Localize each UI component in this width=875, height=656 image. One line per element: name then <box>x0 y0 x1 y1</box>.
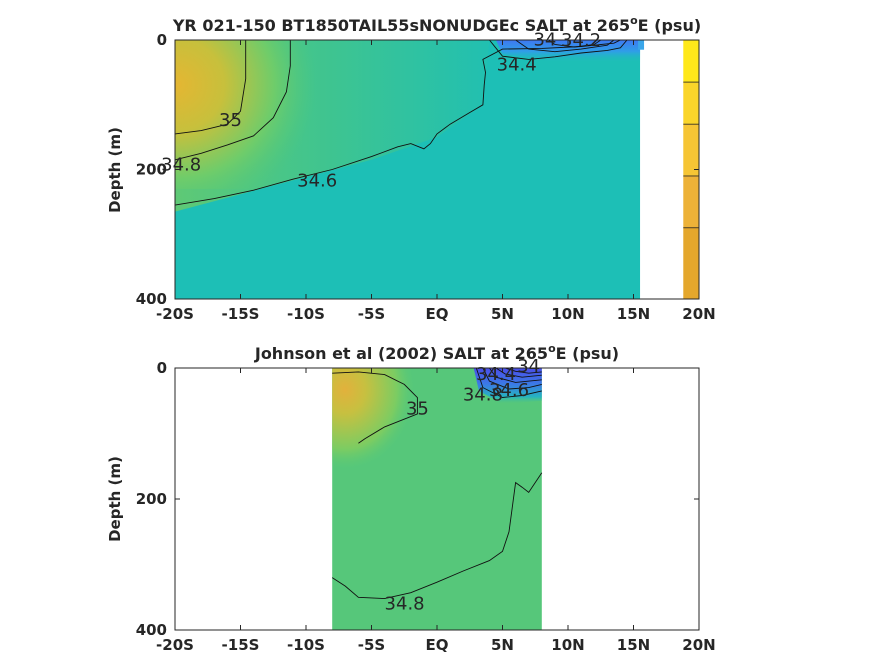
bottom-y-axis: 0 200 400 <box>136 359 699 639</box>
top-strip-segment <box>683 124 699 176</box>
bottom-title-degree: o <box>548 342 556 355</box>
top-contour-label: 35 <box>219 110 242 131</box>
bottom-contour-34-6 <box>482 368 542 390</box>
top-y-tick-label: 0 <box>157 31 167 49</box>
top-x-tick-label: -15S <box>222 305 260 323</box>
top-contour-34-2 <box>515 40 615 53</box>
bottom-contour-34-8 <box>475 368 542 398</box>
top-x-tick-label: -10S <box>287 305 325 323</box>
top-strip-segment <box>683 40 699 83</box>
top-contour-35 <box>175 40 247 135</box>
bottom-x-axis: -20S -15S -10S -5S EQ 5N 10N 15N 20N <box>156 368 716 654</box>
bottom-contour-label: 34.4 <box>476 364 516 385</box>
bottom-contour-lines <box>331 368 543 600</box>
bottom-contour-34-4 <box>489 368 542 383</box>
bottom-field-high <box>332 368 458 513</box>
top-x-tick-label: -20S <box>156 305 194 323</box>
bottom-contour-34 <box>504 368 542 374</box>
top-strip-segment <box>683 227 699 299</box>
bottom-x-tick-label: -10S <box>287 636 325 654</box>
top-field-notch <box>638 40 645 50</box>
bottom-contour-34-8 <box>331 472 543 600</box>
top-contour-34 <box>548 40 602 48</box>
bottom-x-tick-label: 5N <box>491 636 514 654</box>
top-contour-lines <box>175 40 628 206</box>
bottom-chart-title: Johnson et al (2002) SALT at 265oE (psu) <box>254 342 619 363</box>
top-y-axis: 0 200 400 <box>136 31 699 308</box>
top-contour-label: 34.4 <box>497 54 537 75</box>
top-y-axis-label: Depth (m) <box>106 127 124 213</box>
bottom-contour-label: 34 <box>517 356 540 377</box>
bottom-contour-label: 34.6 <box>489 380 529 401</box>
bottom-y-tick-label: 0 <box>157 359 167 377</box>
top-title-suffix: E (psu) <box>638 16 702 35</box>
bottom-contour-label: 34.8 <box>463 385 503 406</box>
top-contour-34-8 <box>175 40 291 161</box>
top-x-tick-label: 15N <box>617 305 650 323</box>
top-title-degree: o <box>630 14 638 27</box>
top-y-tick-label: 400 <box>136 290 167 308</box>
top-contour-label: 34.6 <box>297 171 337 192</box>
bottom-y-axis-label: Depth (m) <box>106 456 124 542</box>
top-x-axis: -20S -15S -10S -5S EQ 5N 10N 15N 20N <box>156 40 716 323</box>
bottom-salinity-field <box>332 368 542 630</box>
top-contour-label: 34.8 <box>161 154 201 175</box>
top-x-tick-label: 20N <box>682 305 715 323</box>
bottom-y-tick-label: 200 <box>136 490 167 508</box>
top-colorbar-strip <box>683 40 699 299</box>
bottom-x-tick-label: 20N <box>682 636 715 654</box>
top-x-tick-label: EQ <box>426 305 449 323</box>
top-contour-34-6 <box>175 40 621 206</box>
top-field-high <box>175 40 333 189</box>
top-contour-label: 34.2 <box>561 30 601 51</box>
bottom-contour-34-2 <box>495 368 542 378</box>
bottom-x-tick-label: EQ <box>426 636 449 654</box>
bottom-x-tick-label: 10N <box>551 636 584 654</box>
bottom-contour-label: 35 <box>406 399 429 420</box>
bottom-x-tick-label: -5S <box>358 636 385 654</box>
top-strip-segment <box>683 175 699 228</box>
bottom-title-suffix: E (psu) <box>556 344 620 363</box>
bottom-y-tick-label: 400 <box>136 621 167 639</box>
top-x-tick-label: -5S <box>358 305 385 323</box>
bottom-x-tick-label: -15S <box>222 636 260 654</box>
top-chart-title: YR 021-150 BT1850TAIL55sNONUDGEc SALT at… <box>172 14 701 35</box>
top-x-tick-label: 5N <box>491 305 514 323</box>
bottom-x-tick-label: -20S <box>156 636 194 654</box>
top-y-tick-label: 200 <box>136 161 167 179</box>
top-contour-34-4 <box>489 40 628 60</box>
top-x-tick-label: 10N <box>551 305 584 323</box>
bottom-x-tick-label: 15N <box>617 636 650 654</box>
bottom-contour-label: 34.8 <box>385 594 425 615</box>
bottom-contour-35 <box>332 371 418 444</box>
top-strip-segment <box>683 82 699 125</box>
